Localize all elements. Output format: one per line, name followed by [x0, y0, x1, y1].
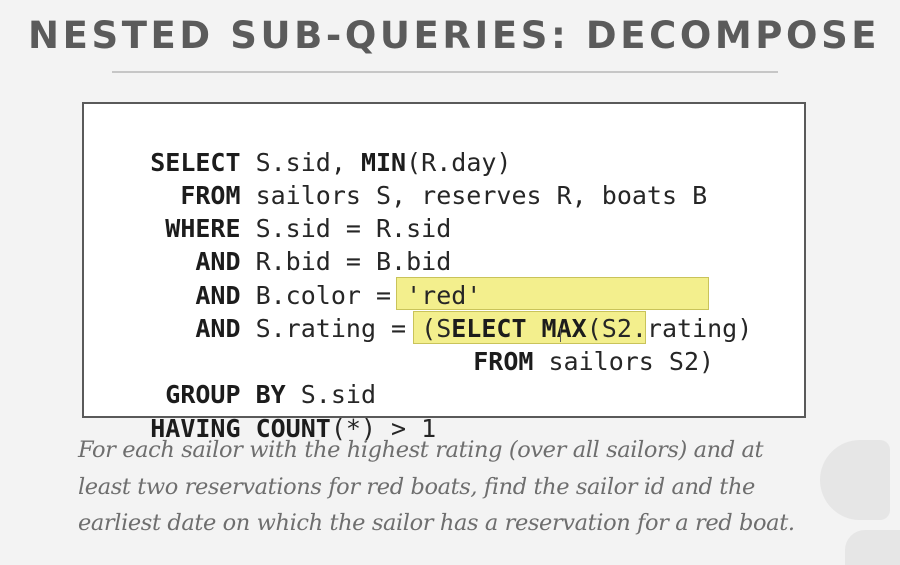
- sql-code-box: SELECT S.sid, MIN(R.day) FROM sailors S,…: [82, 102, 806, 443]
- sql-text: S.rating = (S: [240, 314, 452, 343]
- text-cursor-icon: [560, 328, 565, 342]
- code-line: SELECT S.sid, MIN(R.day): [90, 113, 511, 177]
- code-line: AND R.bid = B.bid: [90, 212, 451, 276]
- sql-keyword: AND: [150, 281, 241, 310]
- subquery-highlight: [413, 311, 646, 344]
- sql-text: S.sid,: [240, 148, 361, 177]
- code-line: GROUP BY S.sid: [90, 345, 376, 409]
- sql-keyword: ELECT MAX: [451, 314, 587, 343]
- sql-keyword: FROM: [473, 347, 534, 376]
- sql-text: sailors S2): [533, 347, 715, 376]
- code-line: AND B.color = 'red': [90, 246, 481, 310]
- sql-text: (*) > 1: [330, 414, 437, 443]
- code-line: FROM sailors S, reserves R, boats B: [90, 146, 707, 210]
- sql-text: S.sid = R.sid: [240, 214, 452, 243]
- sql-text: sailors S, reserves R, boats B: [240, 181, 708, 210]
- subquery-highlight: [396, 277, 709, 310]
- sql-text: B.color = 'red': [240, 281, 482, 310]
- sql-text: S.sid: [285, 380, 376, 409]
- description-line: least two reservations for red boats, fi…: [78, 473, 755, 500]
- code-line: HAVING COUNT(*) > 1: [90, 379, 436, 443]
- sql-keyword: HAVING COUNT: [150, 414, 331, 443]
- query-description: For each sailor with the highest rating …: [78, 432, 838, 542]
- decorative-shape: [845, 530, 900, 565]
- code-line: AND S.rating = (SELECT MAX(S2.rating): [90, 279, 752, 343]
- sql-keyword: FROM: [150, 181, 241, 210]
- sql-text: (R.day): [406, 148, 512, 177]
- slide-title: NESTED SUB-QUERIES: DECOMPOSE: [28, 14, 881, 57]
- sql-keyword: AND: [150, 314, 241, 343]
- sql-keyword: WHERE: [150, 214, 241, 243]
- sql-text: R.bid = B.bid: [240, 247, 452, 276]
- code-line: WHERE S.sid = R.sid: [90, 179, 451, 243]
- sql-keyword: MIN: [360, 148, 407, 177]
- sql-keyword: AND: [150, 247, 241, 276]
- decorative-shape: [820, 440, 890, 520]
- description-line: earliest date on which the sailor has a …: [78, 510, 795, 536]
- sql-keyword: SELECT: [150, 148, 241, 177]
- code-line: FROM sailors S2): [413, 312, 714, 376]
- sql-keyword: GROUP BY: [150, 380, 286, 409]
- description-line: For each sailor with the highest rating …: [78, 437, 764, 463]
- sql-text: (S2.rating): [586, 314, 753, 343]
- title-divider: [112, 71, 778, 73]
